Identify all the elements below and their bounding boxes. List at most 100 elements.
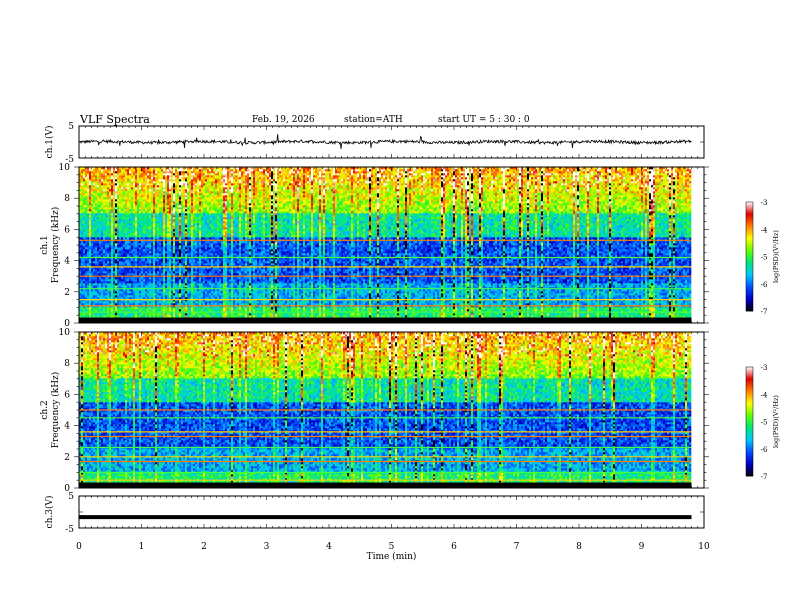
ch1-spec-cell xyxy=(319,303,321,305)
ch1-spec-cell xyxy=(235,303,237,305)
ch1-spec-cell xyxy=(109,315,111,317)
ch1-spec-cell xyxy=(199,309,201,311)
ch1-spec-cell xyxy=(249,301,251,303)
ch1-spec-cell xyxy=(655,307,657,309)
ch1-spec-cell xyxy=(529,301,531,303)
ch1-spec-cell xyxy=(653,309,655,311)
ch1-spec-cell xyxy=(395,307,397,309)
ch1-spec-cell xyxy=(293,297,295,299)
ch1-spec-cell xyxy=(665,313,667,315)
ch1-spec-cell xyxy=(379,297,381,299)
ch1-spec-cell xyxy=(553,297,555,299)
ch1-spec-cell xyxy=(335,295,337,297)
ch1-spec-cell xyxy=(515,301,517,303)
ch1-spec-cell xyxy=(329,303,331,305)
ch1-spec-cell xyxy=(613,313,615,315)
ch1-spec-cell xyxy=(577,301,579,303)
ch1-spec-cell xyxy=(327,291,329,293)
ch1-spec-cell xyxy=(111,309,113,311)
ch1-spec-cell xyxy=(297,291,299,293)
ch1-spec-cell xyxy=(289,315,291,317)
ch1-spec-cell xyxy=(641,297,643,299)
ch1-spec-cell xyxy=(357,309,359,311)
ch1-spec-cell xyxy=(159,315,161,317)
ch1-spec-cell xyxy=(163,313,165,315)
ch1-spec-cell xyxy=(685,301,687,303)
ch1-spec-cell xyxy=(253,315,255,317)
ch1-spec-cell xyxy=(493,309,495,311)
ch1-spec-cell xyxy=(457,315,459,317)
ch1-spec-cell xyxy=(231,303,233,305)
ch1-spec-cell xyxy=(631,301,633,303)
ch1-spec-cell xyxy=(323,297,325,299)
ch1-spec-cell xyxy=(583,301,585,303)
ch1-spec-cell xyxy=(197,301,199,303)
ch1-spec-cell xyxy=(151,293,153,295)
ch1-spec-cell xyxy=(405,309,407,311)
ch1-spec-cell xyxy=(455,309,457,311)
ch1-spec-cell xyxy=(635,295,637,297)
ch1-spec-cell xyxy=(203,313,205,315)
ch1-spec-cell xyxy=(527,293,529,295)
ch1-spec-cell xyxy=(457,293,459,295)
ch1-spec-cell xyxy=(487,307,489,309)
ch1-spec-cell xyxy=(375,295,377,297)
ch1-spec-cell xyxy=(351,301,353,303)
ch1-spec-cell xyxy=(229,291,231,293)
ch1-spec-cell xyxy=(651,297,653,299)
ch1-spec-cell xyxy=(577,307,579,309)
ch1-spec-cell xyxy=(541,303,543,305)
ch1-spec-cell xyxy=(551,297,553,299)
ch1-spec-cell xyxy=(183,307,185,309)
ch1-spec-cell xyxy=(299,307,301,309)
ch1-spec-cell xyxy=(533,315,535,317)
ch1-spec-cell xyxy=(337,309,339,311)
ch1-spec-cell xyxy=(301,309,303,311)
ch1-spec-cell xyxy=(391,293,393,295)
ch1-spec-cell xyxy=(135,291,137,293)
ch1-spec-cell xyxy=(247,295,249,297)
ch1-spec-cell xyxy=(329,315,331,317)
ch1-spec-cell xyxy=(681,297,683,299)
ch1-spec-cell xyxy=(461,315,463,317)
ch1-spec-cell xyxy=(359,291,361,293)
ch1-spec-cell xyxy=(645,293,647,295)
ch1-spec-cell xyxy=(439,291,441,293)
ch1-spec-cell xyxy=(467,303,469,305)
ch1-spec-cell xyxy=(349,313,351,315)
ch1-spec-cell xyxy=(201,301,203,303)
ch1-spec-cell xyxy=(557,293,559,295)
ch1-spec-cell xyxy=(221,303,223,305)
ch1-spec-cell xyxy=(341,313,343,315)
ch1-spec-cell xyxy=(211,313,213,315)
ch1-spec-cell xyxy=(467,293,469,295)
ch1-spec-cell xyxy=(83,295,85,297)
ch1-spec-cell xyxy=(359,313,361,315)
ch1-spec-cell xyxy=(105,295,107,297)
ch1-spec-cell xyxy=(355,297,357,299)
ch1-spec-cell xyxy=(671,313,673,315)
ch1-spec-cell xyxy=(397,297,399,299)
ch1-spec-cell xyxy=(229,293,231,295)
ch1-spec-cell xyxy=(649,307,651,309)
ch1-spec-cell xyxy=(173,309,175,311)
ch1-spec-cell xyxy=(575,301,577,303)
ch1-spec-cell xyxy=(211,303,213,305)
ch1-spec-cell xyxy=(315,301,317,303)
ch1-spec-cell xyxy=(163,315,165,317)
ch1-spec-cell xyxy=(387,313,389,315)
ch1-spec-cell xyxy=(395,313,397,315)
ch1-spec-cell xyxy=(473,309,475,311)
ch1-spec-cell xyxy=(523,309,525,311)
ch1-spec-cell xyxy=(425,301,427,303)
ch1-spec-cell xyxy=(407,297,409,299)
ch1-spec-cell xyxy=(289,313,291,315)
ch1-spec-cell xyxy=(657,295,659,297)
ch1-spec-cell xyxy=(405,291,407,293)
ch1-spec-cell xyxy=(415,307,417,309)
ch1-spec-cell xyxy=(599,297,601,299)
ch1-spec-cell xyxy=(641,313,643,315)
ch1-spec-cell xyxy=(271,303,273,305)
ch1-spec-cell xyxy=(459,307,461,309)
ch1-spec-cell xyxy=(121,303,123,305)
